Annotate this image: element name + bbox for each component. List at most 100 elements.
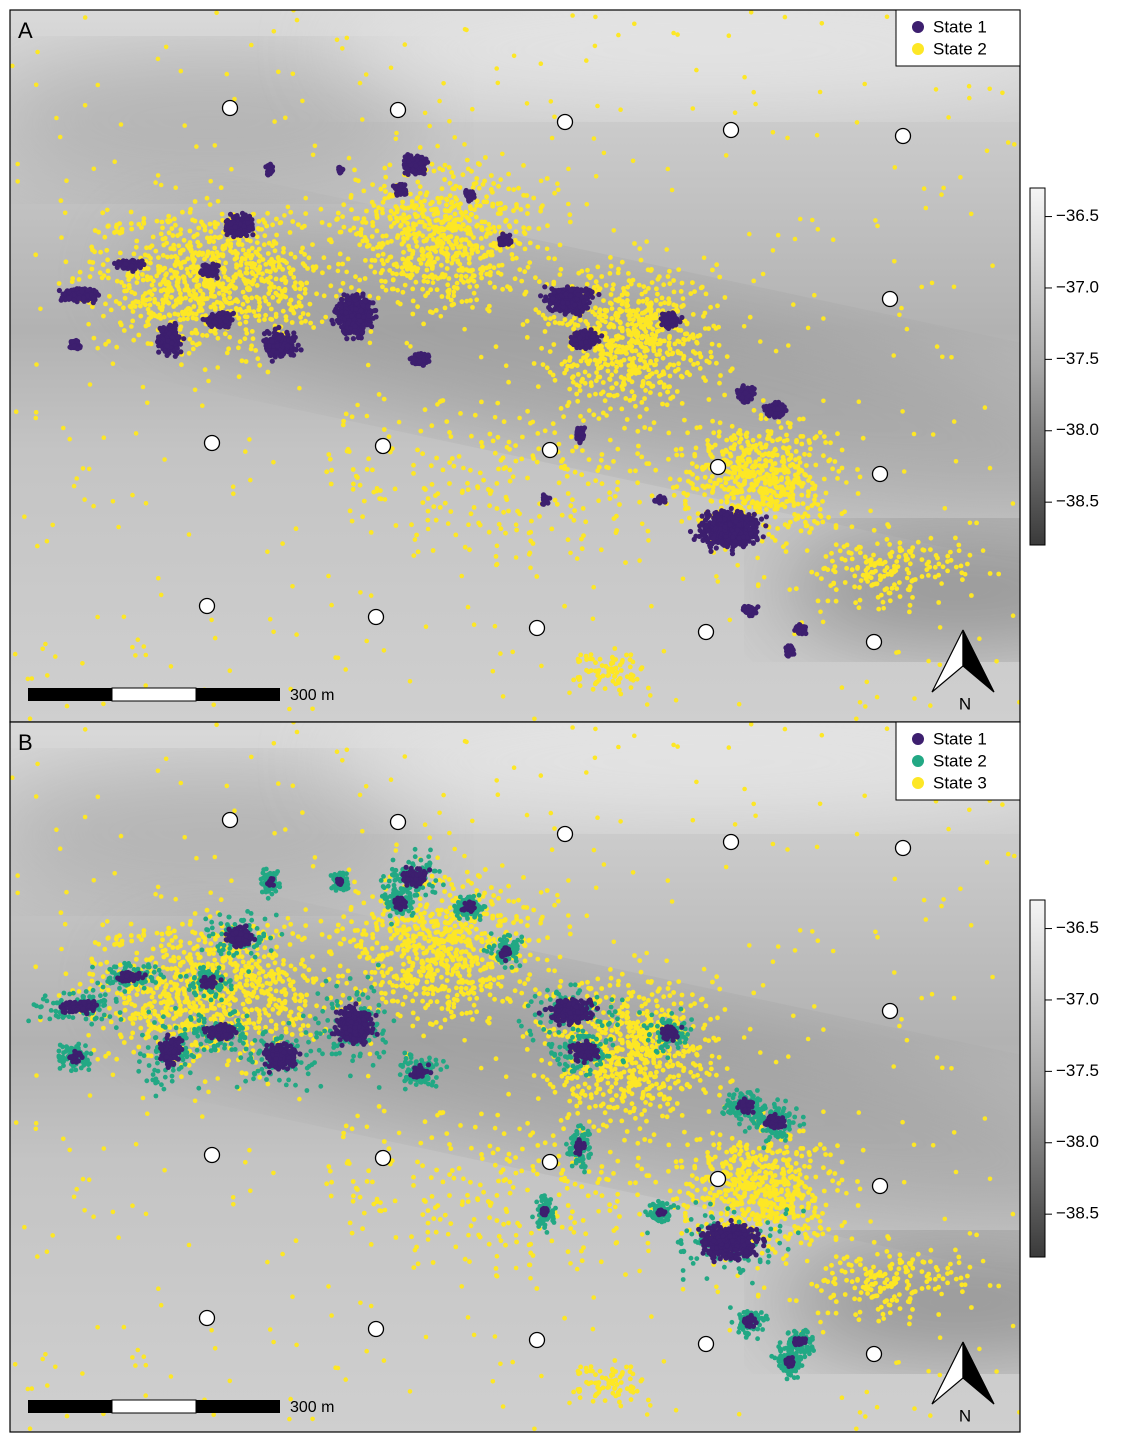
location-point (259, 276, 264, 282)
location-point (517, 241, 523, 247)
location-point (640, 298, 646, 304)
location-point (619, 406, 625, 412)
location-point (421, 278, 427, 284)
location-point (745, 439, 750, 445)
location-point (915, 539, 921, 545)
location-point (871, 570, 876, 575)
location-point (382, 196, 388, 202)
location-point (892, 563, 897, 569)
location-point (557, 272, 563, 277)
location-point (319, 319, 325, 325)
location-point (719, 449, 725, 455)
location-point (318, 206, 324, 212)
location-point (357, 277, 363, 283)
location-point (904, 567, 910, 572)
location-point (424, 236, 430, 242)
location-point (683, 502, 688, 507)
location-point (984, 148, 990, 154)
location-point (431, 247, 437, 253)
location-point (687, 515, 692, 521)
location-point (156, 349, 162, 355)
location-point (427, 221, 433, 227)
location-point (738, 471, 743, 477)
location-point (636, 443, 641, 449)
location-point (556, 480, 562, 486)
location-point (492, 623, 498, 629)
location-point (388, 65, 394, 71)
location-point (133, 431, 139, 436)
location-point (884, 537, 890, 542)
location-point (135, 637, 141, 642)
location-point (787, 424, 793, 430)
location-point (448, 234, 454, 239)
location-point (517, 415, 522, 421)
location-point (926, 559, 932, 565)
location-point (511, 208, 516, 214)
location-point (454, 197, 459, 203)
location-point (430, 224, 436, 230)
location-point (425, 496, 431, 501)
location-point (404, 340, 410, 346)
location-point (446, 165, 452, 170)
location-point (712, 480, 717, 486)
location-point (257, 254, 263, 259)
location-point (540, 312, 546, 318)
location-point (66, 288, 72, 295)
location-point (513, 255, 519, 261)
location-point (633, 348, 639, 354)
location-point (472, 207, 477, 213)
location-point (308, 320, 313, 326)
location-point (732, 464, 737, 470)
location-point (624, 417, 630, 422)
location-point (597, 322, 602, 327)
location-point (567, 690, 572, 696)
location-point (501, 509, 506, 515)
location-point (160, 225, 165, 231)
location-point (162, 348, 168, 354)
location-point (657, 380, 662, 385)
location-point (506, 379, 511, 385)
location-point (343, 411, 349, 417)
location-point (677, 477, 683, 483)
location-point (758, 488, 763, 494)
location-point (552, 497, 558, 503)
location-point (419, 211, 425, 217)
location-point (236, 345, 241, 351)
location-point (617, 687, 622, 693)
location-point (709, 341, 715, 347)
location-point (91, 166, 97, 172)
location-point (341, 418, 346, 424)
location-point (889, 572, 894, 578)
location-point (606, 392, 611, 398)
location-point (706, 360, 712, 365)
location-point (967, 552, 973, 558)
location-point (71, 297, 77, 303)
location-point (56, 287, 63, 294)
location-point (711, 430, 717, 436)
location-point (382, 165, 388, 171)
location-point (717, 420, 723, 426)
location-point (465, 604, 471, 610)
location-point (192, 233, 197, 239)
location-point (552, 190, 557, 196)
location-point (727, 617, 733, 623)
location-point (265, 369, 271, 375)
location-point (200, 403, 205, 409)
location-point (438, 314, 444, 319)
location-point (538, 178, 544, 184)
location-point (684, 370, 690, 376)
location-point (619, 259, 625, 265)
location-point (506, 508, 511, 514)
location-point (230, 484, 236, 490)
location-point (538, 61, 544, 66)
location-point (270, 222, 275, 228)
location-point (631, 328, 637, 334)
location-point (417, 190, 423, 196)
location-point (405, 221, 410, 226)
location-point (231, 491, 236, 497)
location-point (959, 570, 965, 576)
location-point (82, 15, 88, 20)
location-point (368, 593, 374, 598)
location-point (250, 336, 256, 342)
location-point (873, 581, 878, 587)
